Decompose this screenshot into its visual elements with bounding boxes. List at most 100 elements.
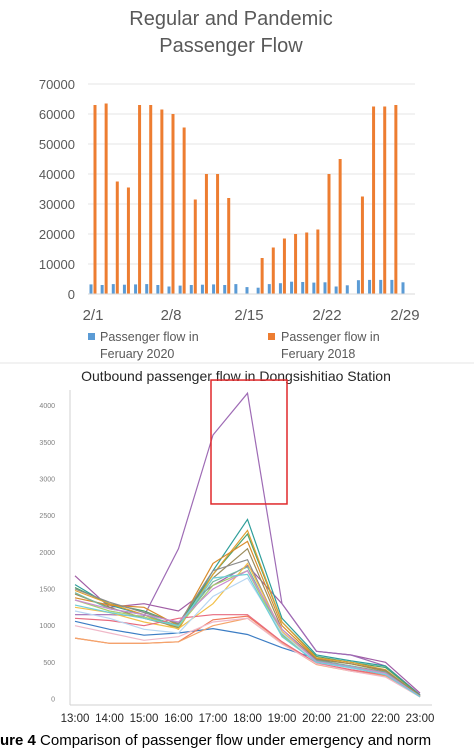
bar-2020 [167, 286, 171, 294]
bar-2018 [93, 105, 97, 294]
line-chart-y-tick-label: 2000 [39, 550, 55, 557]
bar-2018 [372, 106, 376, 294]
line-series [74, 617, 421, 698]
bar-chart-y-tick-label: 30000 [39, 197, 75, 212]
line-series [74, 569, 421, 697]
figure-caption-text: Comparison of passenger flow under emerg… [35, 732, 432, 749]
line-chart-y-tick-label: 3000 [39, 477, 55, 484]
bar-2020 [290, 281, 294, 294]
line-series [74, 564, 421, 694]
bar-2020 [223, 285, 227, 294]
bar-2018 [271, 247, 275, 294]
figure-caption: ure 4 Comparison of passenger flow under… [0, 730, 474, 751]
bar-chart-gridlines [88, 83, 415, 265]
bar-2020 [245, 287, 249, 294]
legend-swatch-2018 [268, 333, 275, 340]
legend-label-2018-line-1: Passenger flow in [281, 330, 380, 344]
bar-2020 [301, 282, 305, 294]
line-series [75, 391, 421, 696]
bar-2018 [104, 103, 108, 294]
bar-chart-y-tick-label: 40000 [39, 167, 75, 182]
highlight-box [210, 379, 288, 505]
figure-caption-label: ure 4 [0, 732, 36, 749]
line-chart-y-tick-label: 1500 [39, 587, 55, 594]
bar-2018 [160, 109, 164, 294]
line-chart-x-tick-label: 22:00 [371, 713, 400, 725]
bar-2018 [193, 199, 197, 294]
bar-2020 [356, 280, 360, 294]
bar-2020 [178, 285, 182, 294]
bar-2018 [227, 198, 231, 294]
bar-chart-y-tick-label: 20000 [39, 227, 75, 242]
bar-chart-y-tick-label: 60000 [39, 107, 75, 122]
line-chart-x-tick-label: 23:00 [406, 713, 435, 725]
line-chart-x-tick-label: 16:00 [164, 713, 193, 725]
legend-label-2020-line-2: Feruary 2020 [100, 347, 174, 361]
bar-chart-x-tick-label: 2/29 [390, 307, 419, 324]
line-series [74, 558, 421, 698]
bar-2020 [256, 287, 260, 294]
bar-2018 [149, 105, 153, 294]
bar-2018 [216, 174, 220, 294]
bar-2020 [323, 282, 327, 294]
bar-2018 [327, 174, 331, 294]
bar-2018 [182, 127, 186, 294]
line-series [74, 577, 421, 698]
bar-chart-x-tick-label: 2/1 [83, 307, 104, 324]
line-chart-y-tick-labels: 0 500 1000 1500 2000 2500 3000 3500 4000 [39, 403, 55, 703]
line-series [74, 562, 421, 698]
line-chart-y-tick-label: 4000 [39, 403, 55, 410]
legend-swatch-2020 [88, 333, 95, 340]
line-chart-x-tick-label: 13:00 [61, 713, 90, 725]
line-chart-y-tick-label: 500 [43, 660, 55, 667]
bar-2020 [89, 284, 93, 294]
bar-2018 [204, 174, 208, 294]
bar-2020 [200, 284, 204, 294]
bar-chart-y-tick-label: 50000 [39, 137, 75, 152]
line-chart-y-tick-label: 2500 [39, 513, 55, 520]
bar-2020 [334, 286, 338, 294]
line-chart-x-tick-label: 20:00 [302, 713, 331, 725]
line-chart-y-tick-label: 0 [51, 697, 55, 704]
bar-chart-title-line-1: Regular and Pandemic [129, 8, 332, 30]
bar-chart-title-line-2: Passenger Flow [159, 35, 303, 57]
bar-2018 [294, 234, 298, 294]
line-chart-title: Outbound passenger flow in Dongsishitiao… [81, 368, 391, 384]
bar-chart-legend: Passenger flow in Feruary 2020 Passenger… [88, 330, 380, 361]
bar-2020 [145, 284, 149, 294]
legend-label-2020-line-1: Passenger flow in [100, 330, 199, 344]
bar-2020 [345, 285, 349, 294]
bar-chart: Regular and Pandemic Passenger Flow 0 100… [39, 8, 420, 361]
bar-chart-x-tick-label: 2/15 [234, 307, 263, 324]
bar-2018 [383, 106, 387, 294]
bar-2020 [234, 284, 238, 294]
bar-2018 [282, 238, 286, 294]
bar-2020 [267, 284, 271, 294]
bar-2020 [212, 284, 216, 294]
bar-2020 [189, 285, 193, 294]
bar-chart-y-tick-label: 0 [68, 287, 75, 302]
bar-2018 [360, 196, 364, 294]
bar-2020 [278, 283, 282, 294]
bar-2018 [138, 105, 142, 294]
line-series [74, 617, 421, 698]
bar-2018 [305, 232, 309, 294]
bar-chart-y-tick-labels: 0 10000 20000 30000 40000 50000 60000 70000 [39, 77, 75, 302]
line-series [74, 615, 421, 698]
bar-2020 [312, 282, 316, 294]
line-chart-series [74, 391, 421, 698]
bar-2018 [126, 187, 130, 294]
line-chart-x-tick-label: 15:00 [130, 713, 159, 725]
bar-2018 [171, 114, 175, 294]
bar-2018 [338, 159, 342, 294]
bar-2018 [316, 229, 320, 294]
bar-2020 [134, 284, 138, 294]
bar-chart-y-tick-label: 70000 [39, 77, 75, 92]
bar-chart-x-tick-label: 2/8 [161, 307, 182, 324]
bar-chart-bars [89, 103, 405, 294]
line-chart-x-tick-labels: 13:00 14:00 15:00 16:00 17:00 18:00 19:00 20:00… [61, 713, 435, 725]
line-chart-x-tick-label: 17:00 [199, 713, 228, 725]
panel-separator [0, 362, 474, 364]
line-series [74, 529, 421, 697]
line-chart-y-tick-label: 3500 [39, 440, 55, 447]
